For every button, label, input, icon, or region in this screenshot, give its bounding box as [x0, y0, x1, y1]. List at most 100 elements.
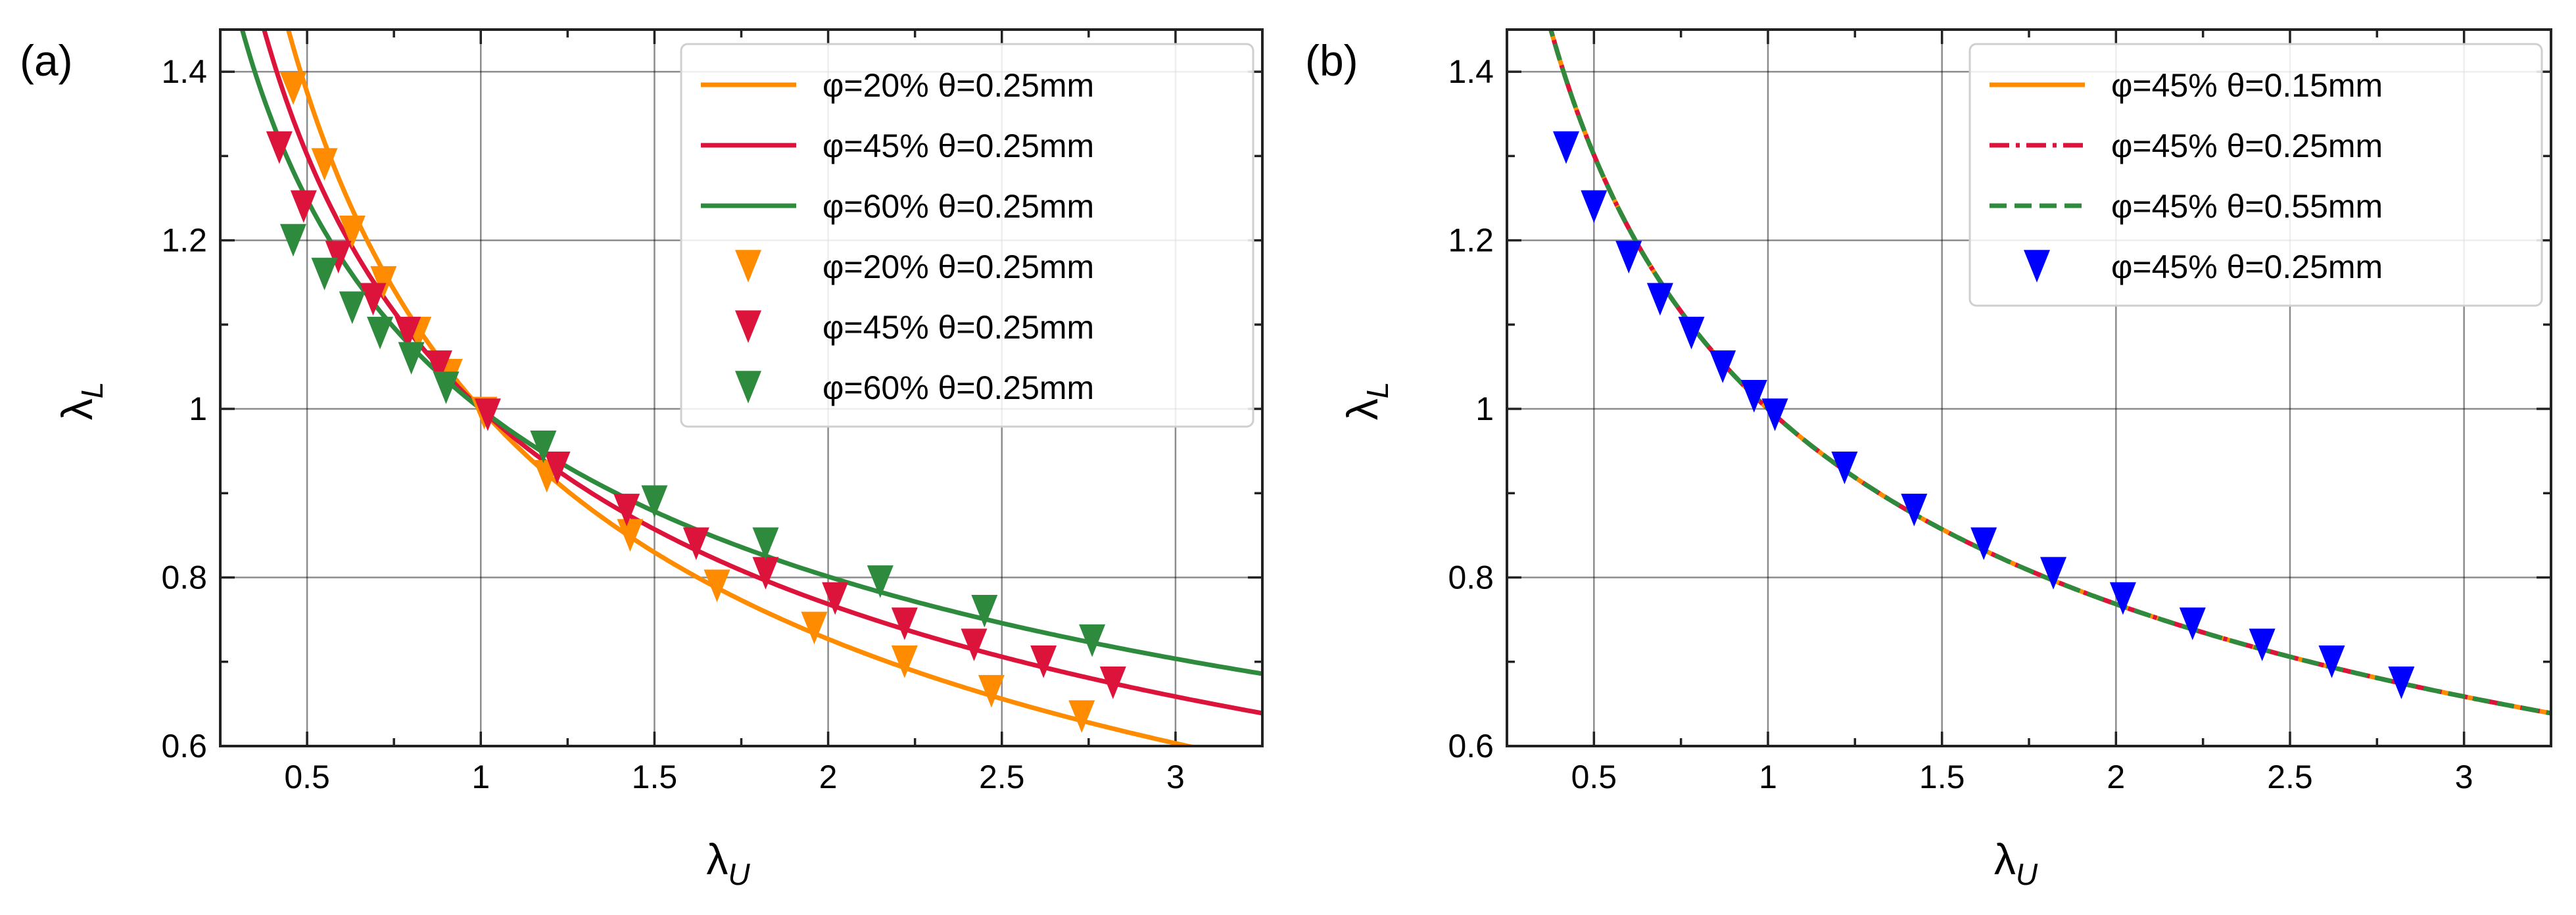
series-1-marker [1901, 494, 1928, 527]
legend-marker-swatch [735, 250, 761, 283]
legend-label: φ=20% θ=0.25mm [823, 248, 1094, 285]
series-2-marker [474, 398, 501, 431]
series-1-marker [2179, 607, 2206, 640]
panel-label: (a) [20, 36, 73, 85]
y-axis-label: λL [53, 382, 109, 421]
legend-item: φ=45% θ=0.55mm [1990, 188, 2383, 225]
y-tick-label: 0.6 [1448, 728, 1494, 764]
series-1-marker [617, 519, 644, 552]
series-3-marker [339, 291, 366, 324]
series-3-marker [367, 316, 394, 350]
series-3-marker [279, 223, 306, 257]
legend-label: φ=45% θ=0.25mm [2111, 128, 2383, 164]
legend-item: φ=45% θ=0.25mm [1990, 128, 2383, 164]
series-2-marker [290, 190, 317, 223]
series-1-marker [370, 266, 397, 299]
legend-item: φ=45% θ=0.25mm [2024, 248, 2383, 285]
series-3-marker [433, 371, 460, 404]
x-tick-label: 2 [819, 759, 838, 795]
series-line-2 [262, 30, 1262, 716]
series-1-marker [801, 611, 828, 645]
series-1-marker [1970, 527, 1997, 561]
legend-marker-swatch [735, 310, 761, 343]
x-axis-label: λU [1994, 835, 2038, 891]
y-tick-label: 1 [189, 390, 207, 427]
x-tick-label: 2.5 [979, 759, 1025, 795]
series-1-marker [1709, 350, 1736, 383]
series-3-marker [530, 430, 557, 463]
series-2-marker [425, 350, 452, 383]
chart-panel-a: 0.5 1 1.5 2 2.5 3 0.6 0.8 1 1.2 1.4 (a) λU λL φ=20% θ=… [20, 28, 1264, 891]
series-2-marker [325, 241, 352, 274]
legend-label: φ=45% θ=0.25mm [2111, 248, 2383, 285]
legend-label: φ=60% θ=0.25mm [823, 369, 1094, 406]
legend-item: φ=45% θ=0.25mm [701, 128, 1094, 164]
series-2-marker [613, 494, 640, 527]
series-1-marker [1581, 190, 1608, 223]
series-2-marker [1099, 667, 1126, 699]
legend-item: φ=20% θ=0.25mm [701, 67, 1094, 104]
series-1-marker [1646, 283, 1673, 316]
series-3-marker [311, 258, 338, 291]
legend: φ=20% θ=0.25mm φ=45% θ=0.25mm φ=60% θ=0.25… [680, 43, 1254, 428]
series-1-marker [2388, 667, 2415, 699]
series-1-marker [1831, 452, 1858, 484]
series-2-marker [961, 628, 988, 661]
legend-item: φ=60% θ=0.25mm [701, 188, 1094, 225]
series-1-marker [2040, 557, 2067, 590]
series-1-marker [339, 215, 366, 248]
x-tick-label: 1 [471, 759, 490, 795]
legend-marker-swatch [735, 371, 761, 404]
legend-item: φ=20% θ=0.25mm [735, 248, 1094, 285]
plot-area [239, 30, 1262, 746]
x-tick-label: 0.5 [284, 759, 330, 795]
legend-label: φ=45% θ=0.15mm [2111, 67, 2383, 104]
series-1-marker [1552, 131, 1579, 164]
series-1-marker [1761, 398, 1788, 431]
y-tick-label: 1 [1475, 390, 1494, 427]
series-1-marker [978, 674, 1005, 708]
series-line-3 [1548, 30, 2551, 716]
series-2-marker [1030, 645, 1057, 678]
series-2-marker [752, 557, 779, 590]
series-1-marker [279, 72, 306, 105]
series-1-marker [1068, 700, 1095, 733]
plot-area [1548, 30, 2551, 716]
y-tick-label: 1.2 [161, 222, 207, 259]
legend-label: φ=45% θ=0.55mm [2111, 188, 2383, 225]
x-tick-label: 2.5 [2267, 759, 2313, 795]
legend-item: φ=45% θ=0.15mm [1990, 67, 2383, 104]
series-1-marker [1740, 380, 1767, 413]
series-1-marker [1678, 316, 1705, 350]
x-tick-label: 1.5 [1919, 759, 1965, 795]
x-tick-label: 0.5 [1571, 759, 1617, 795]
series-1-marker [2249, 628, 2276, 661]
series-2-marker [822, 582, 849, 615]
legend-label: φ=60% θ=0.25mm [823, 188, 1094, 225]
series-3-marker [1079, 624, 1106, 657]
legend-item: φ=60% θ=0.25mm [735, 369, 1094, 406]
legend-label: φ=45% θ=0.25mm [823, 309, 1094, 346]
y-tick-label: 1.4 [161, 53, 207, 90]
x-tick-label: 3 [2455, 759, 2473, 795]
legend-marker-swatch [2024, 250, 2050, 283]
series-2-marker [682, 527, 709, 561]
series-1-marker [311, 148, 338, 181]
y-tick-label: 1.2 [1448, 222, 1494, 259]
x-tick-label: 1 [1759, 759, 1777, 795]
series-1-marker [2109, 582, 2136, 615]
series-2-marker [360, 283, 387, 316]
y-tick-label: 1.4 [1448, 53, 1494, 90]
series-1-marker [891, 645, 918, 678]
y-tick-label: 0.8 [1448, 559, 1494, 596]
series-3-marker [641, 485, 668, 518]
series-1-marker [1615, 241, 1642, 274]
legend-box [680, 43, 1254, 428]
plot-frame [1506, 28, 2552, 747]
legend-box [1968, 43, 2543, 307]
x-tick-label: 3 [1166, 759, 1185, 795]
series-1-marker [2318, 645, 2345, 678]
legend-label: φ=20% θ=0.25mm [823, 67, 1094, 104]
y-tick-label: 0.8 [161, 559, 207, 596]
